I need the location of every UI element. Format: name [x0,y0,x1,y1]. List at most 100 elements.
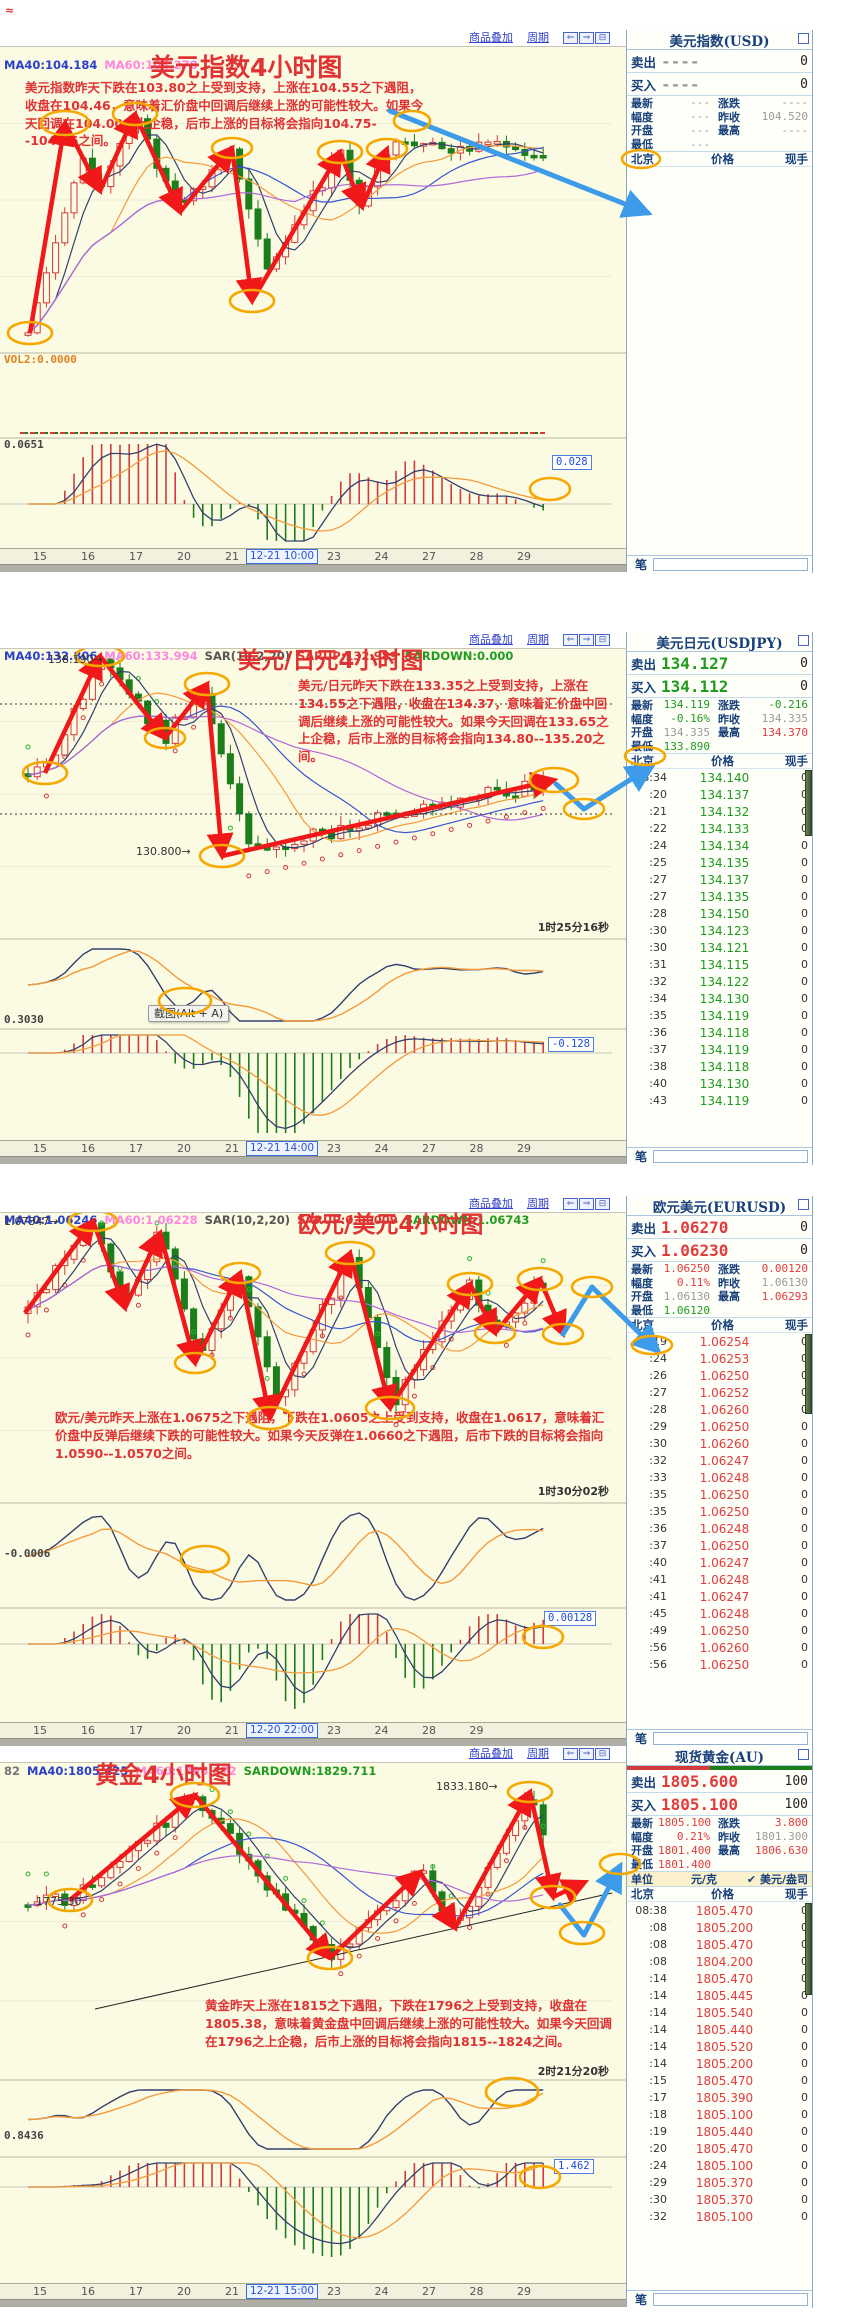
unit-option-cny[interactable]: 元/克 [690,1873,717,1886]
next-icon[interactable]: ⇒ [579,1748,594,1760]
tick-price: 1.06260 [699,1436,750,1451]
ladder-row: :14 1805.520 0 [627,2038,812,2055]
ladder-header-price: 价格 [711,1887,734,1901]
quote-panel: 欧元美元(EURUSD) 卖出 1.06270 0 买入 1.06230 0 最新 1.0625… [627,1196,813,1729]
stat-value: 1805.100 [658,1816,711,1830]
stat-value: 134.370 [761,725,808,739]
resize-bar[interactable] [0,1738,626,1746]
tick-time: :08 [649,1955,667,1968]
tick-price: 134.121 [699,940,750,955]
chart-plot[interactable]: MA40:1.06246 MA60:1.06228 SAR(10,2,20) SARU… [0,1212,627,1723]
unit-option-usd[interactable]: ✔ 美元/盎司 [746,1873,808,1886]
overlay-link[interactable]: 商品叠加 [469,1747,513,1760]
tick-input-box[interactable] [653,1150,808,1163]
buy-row[interactable]: 买入 1805.100 100 [627,1793,812,1816]
sell-row-price: 1.06270 [661,1217,729,1237]
overlay-link[interactable]: 商品叠加 [469,633,513,646]
ladder-scrollbar-thumb[interactable] [805,1903,812,1995]
stat-value: 134.335 [761,712,808,726]
ladder-row: :31 134.115 0 [627,956,812,973]
current-bar-datetime: 12-20 22:00 [246,1723,319,1738]
maximize-icon[interactable] [798,1749,809,1760]
ladder-scrollbar-thumb[interactable] [805,770,812,836]
gauge-buy-segment [710,1766,812,1770]
screenshot-tooltip[interactable]: 截图(Alt + A) [148,1005,230,1022]
tick-time: :14 [649,2057,667,2070]
ladder-row: :30 134.123 0 [627,922,812,939]
resize-bar[interactable] [0,564,626,572]
tick-time: :27 [649,890,667,903]
period-link[interactable]: 周期 [527,31,549,44]
period-link[interactable]: 周期 [527,633,549,646]
stat-label: 最高 [718,726,740,740]
tab-ticks[interactable]: 笔 [635,1732,648,1746]
buy-row[interactable]: 买入 1.06230 0 [627,1239,812,1262]
next-icon[interactable]: ⇒ [579,1198,594,1210]
stat-label: 最低 [631,740,653,754]
tick-volume: 0 [801,856,808,869]
tick-price: 134.140 [699,770,750,785]
ladder-row: :20 1805.470 0 [627,2140,812,2157]
tab-ticks[interactable]: 笔 [635,558,648,572]
minimize-icon[interactable]: ⊟ [595,634,610,646]
tick-volume: 0 [801,2193,808,2206]
next-icon[interactable]: ⇒ [579,32,594,44]
prev-icon[interactable]: ⇐ [563,634,578,646]
chart-plot[interactable]: MA40:132.806 MA60:133.994 SAR(10,2,20) SARU… [0,648,627,1141]
ladder-scrollbar-thumb[interactable] [805,1334,812,1414]
sell-row[interactable]: 卖出 1.06270 0 [627,1216,812,1239]
minimize-icon[interactable]: ⊟ [595,1748,610,1760]
tick-volume: 0 [801,1505,808,1518]
overlay-link[interactable]: 商品叠加 [469,1197,513,1210]
prev-icon[interactable]: ⇐ [563,32,578,44]
minimize-icon[interactable]: ⊟ [595,32,610,44]
prev-icon[interactable]: ⇐ [563,1198,578,1210]
period-link[interactable]: 周期 [527,1747,549,1760]
tick-input-box[interactable] [653,2293,808,2306]
ladder-row: :28 1.06260 0 [627,1401,812,1418]
tick-price: 134.118 [699,1059,750,1074]
buy-row[interactable]: 买入 ---- 0 [627,73,812,96]
tick-ladder: 08:19 1.06254 0:24 1.06253 0:26 1.06250 0:27 1.… [627,1333,812,1729]
tick-time: 08:19 [635,1335,667,1348]
tick-input-box[interactable] [653,558,808,571]
period-link[interactable]: 周期 [527,1197,549,1210]
tick-price: 1804.200 [695,1954,754,1969]
maximize-icon[interactable] [798,1199,809,1210]
indicator-label: MA60:1.06228 [104,1213,198,1227]
chart-plot[interactable]: 82 MA40:1805.425 MA60:1796.872 SARDOWN:1829… [0,1762,627,2284]
buy-row-price: ---- [661,74,700,94]
maximize-icon[interactable] [798,635,809,646]
sell-row[interactable]: 卖出 134.127 0 [627,652,812,675]
tick-price: 1805.100 [695,2209,754,2224]
axis-tick: 27 [422,550,436,563]
stat-label: 最低 [631,1858,653,1872]
sell-row[interactable]: 卖出 ---- 0 [627,50,812,73]
resize-bar[interactable] [0,2299,626,2307]
indicator-label: SAR(10,2,20) [204,649,290,663]
ladder-row: :34 134.130 0 [627,990,812,1007]
tab-ticks[interactable]: 笔 [635,2293,648,2307]
ladder-row: :15 1805.470 0 [627,2072,812,2089]
overlay-link[interactable]: 商品叠加 [469,31,513,44]
buy-row-label: 买入 [631,679,657,695]
tick-price: 1805.470 [695,2073,754,2088]
bar-countdown: 2时21分20秒 [537,2065,609,2078]
tick-input-box[interactable] [653,1732,808,1745]
minimize-icon[interactable]: ⊟ [595,1198,610,1210]
ladder-row: :25 134.135 0 [627,854,812,871]
chart-plot[interactable]: MA40:104.184 MA60:104.278 美元指数4小时图 美元指数昨天… [0,46,627,549]
buy-row[interactable]: 买入 134.112 0 [627,675,812,698]
sell-row[interactable]: 卖出 1805.600 100 [627,1770,812,1793]
tab-ticks[interactable]: 笔 [635,1150,648,1164]
prev-icon[interactable]: ⇐ [563,1748,578,1760]
tick-ladder: 08:34 134.140 0:20 134.137 0:21 134.132 0:22 13… [627,769,812,1147]
resize-bar[interactable] [0,1156,626,1164]
stat-value: 1.06120 [663,1303,710,1317]
maximize-icon[interactable] [798,33,809,44]
stat-label: 最低 [631,138,653,152]
tick-price: 1.06248 [699,1470,750,1485]
tick-time: :33 [649,1471,667,1484]
tick-time: :43 [649,1094,667,1107]
next-icon[interactable]: ⇒ [579,634,594,646]
